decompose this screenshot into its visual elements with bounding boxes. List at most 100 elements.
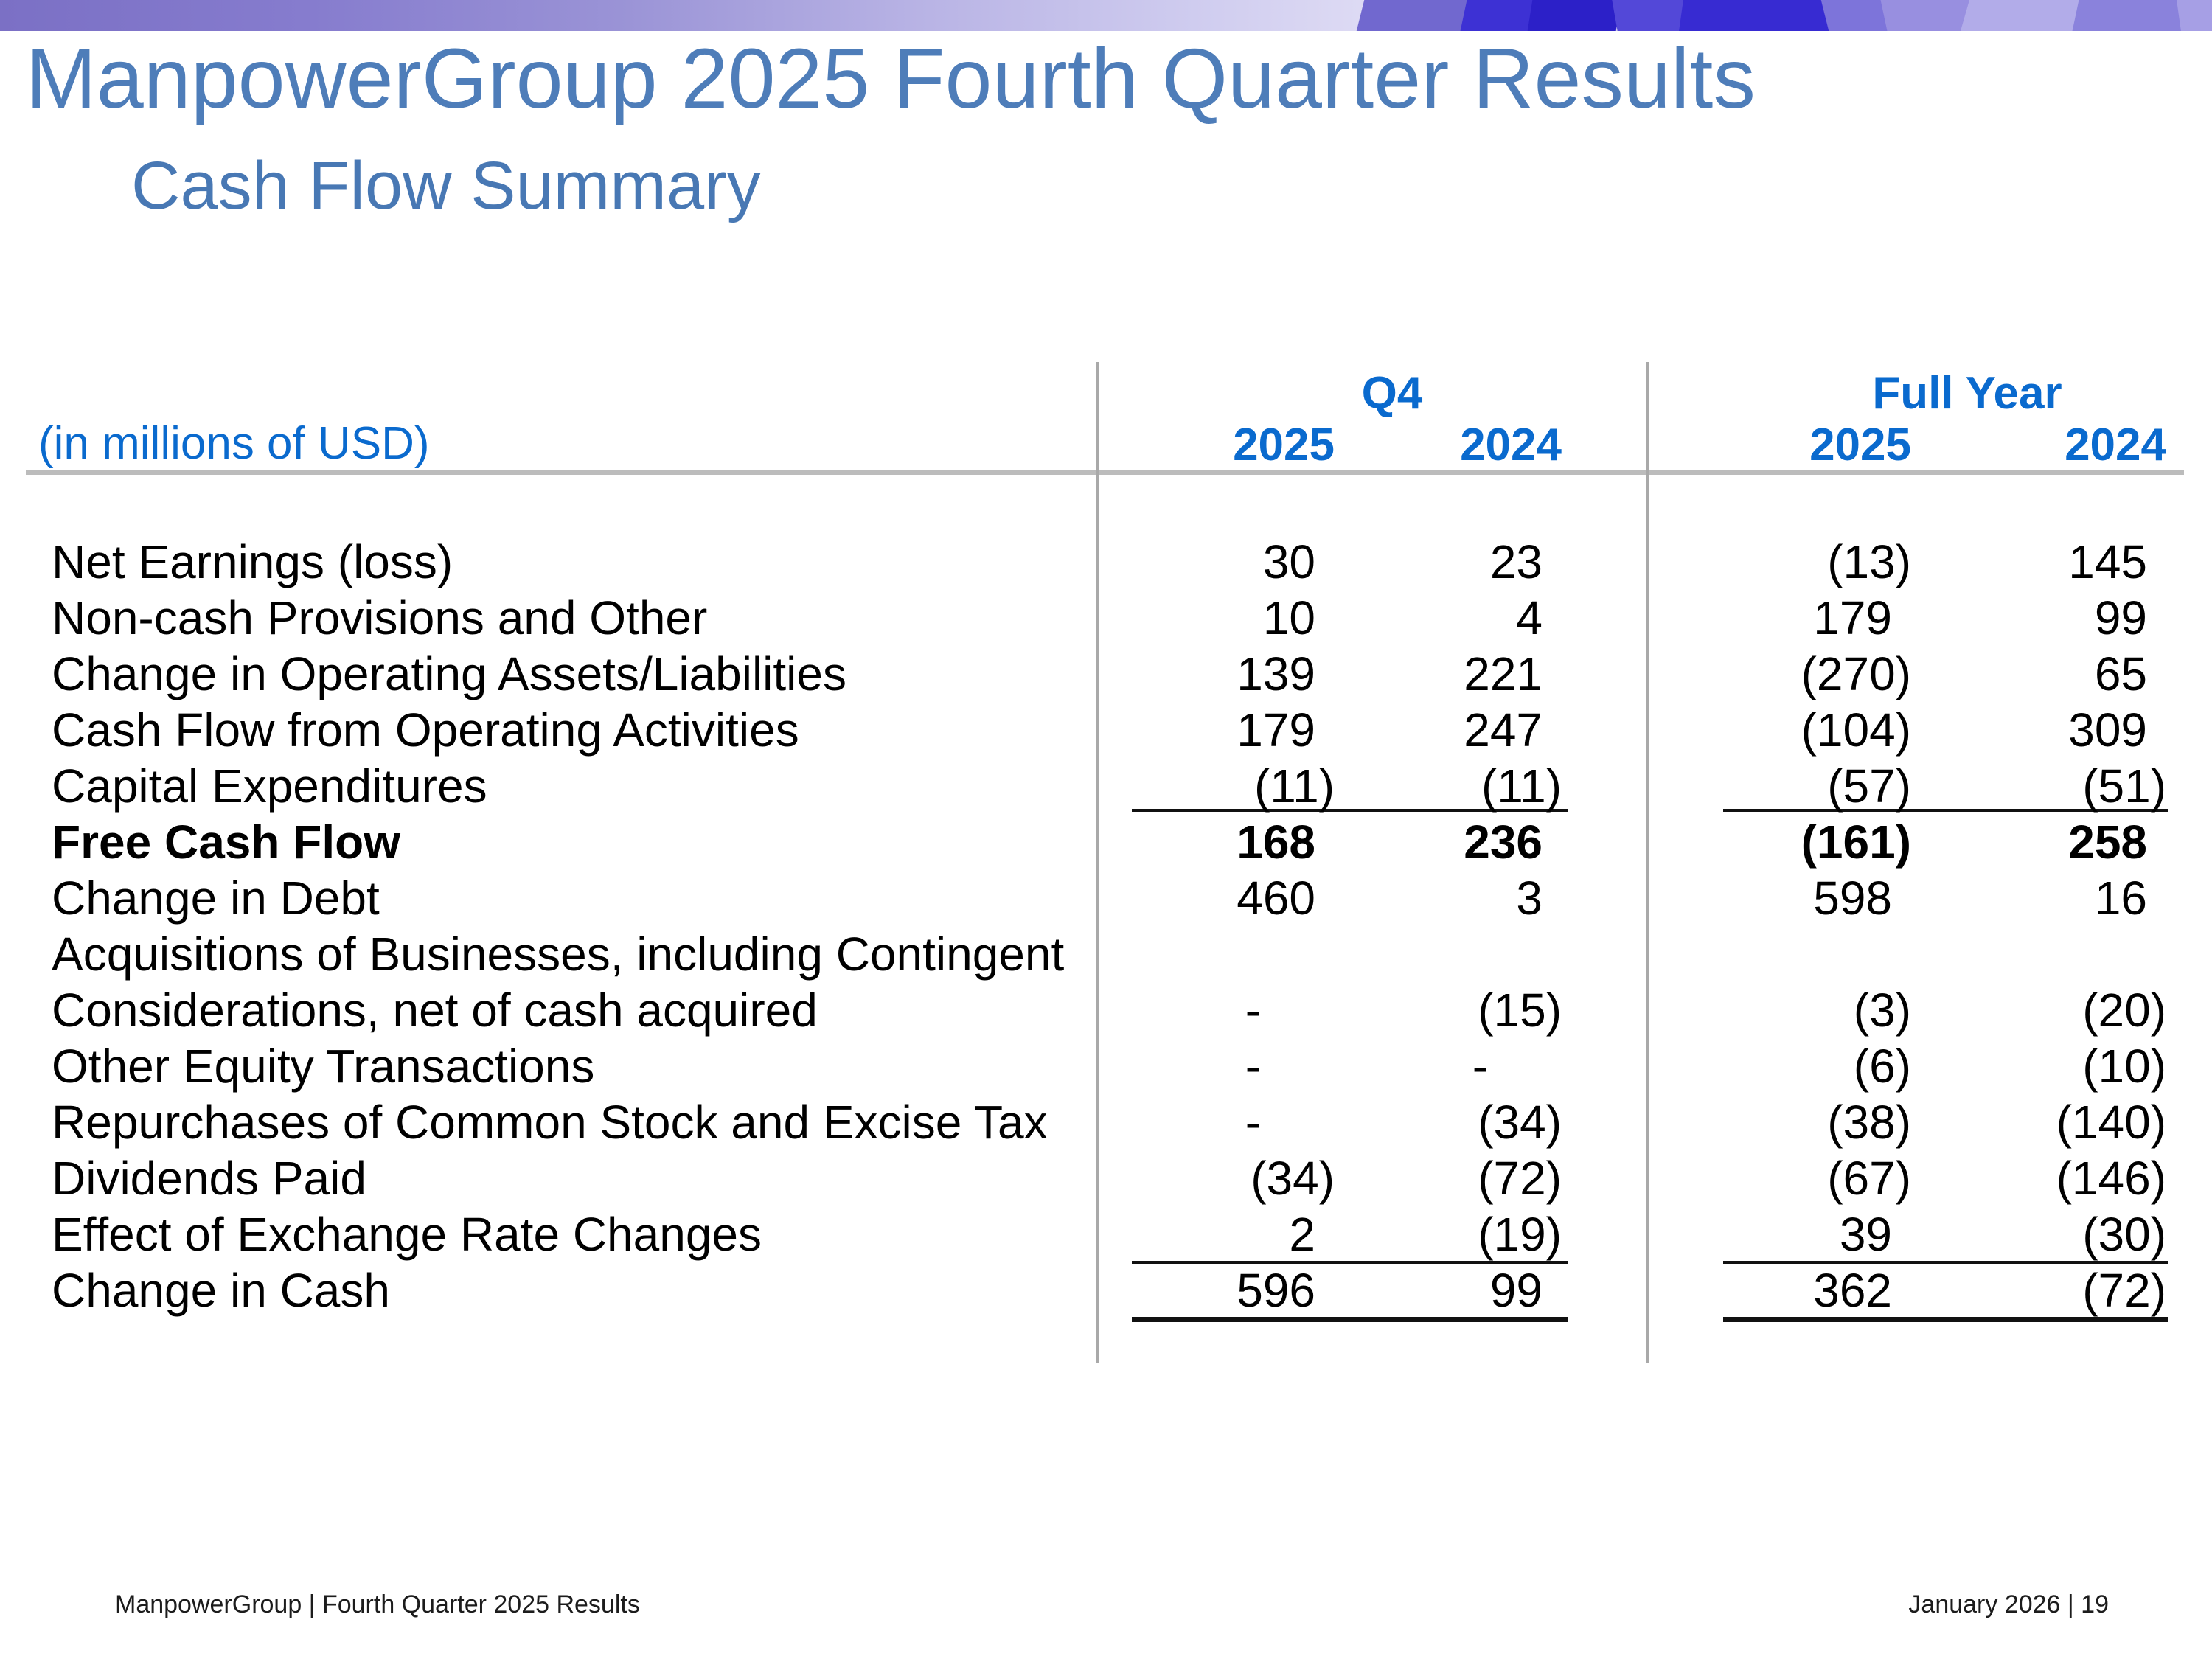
cell-value: (13) bbox=[1827, 535, 1911, 588]
cell-value: 179 bbox=[1813, 591, 1892, 644]
row-label: Cash Flow from Operating Activities bbox=[52, 703, 799, 757]
footer-date-page: January 2026 | 19 bbox=[1908, 1590, 2109, 1618]
cell-value: (6) bbox=[1853, 1040, 1911, 1093]
cell-value: 309 bbox=[2068, 703, 2147, 757]
year-header-q4-2025: 2025 bbox=[1233, 420, 1335, 470]
column-group-full-year: Full Year bbox=[1872, 368, 2062, 419]
row-label: Net Earnings (loss) bbox=[52, 535, 453, 588]
table-row: Change in Operating Assets/Liabilities 13… bbox=[48, 646, 2166, 702]
column-group-q4: Q4 bbox=[1361, 368, 1423, 419]
cell-value: 99 bbox=[2094, 591, 2147, 644]
table-row: Effect of Exchange Rate Changes 2 (19) 39 (3… bbox=[48, 1206, 2166, 1262]
cell-value: 23 bbox=[1489, 535, 1543, 588]
cell-value: (146) bbox=[2056, 1152, 2166, 1205]
cell-value: 65 bbox=[2094, 647, 2147, 700]
cell-value: 221 bbox=[1464, 647, 1543, 700]
cell-value: (11) bbox=[1481, 759, 1562, 813]
cash-flow-table: Net Earnings (loss) 30 23 (13) 145 Non-cash P… bbox=[48, 534, 2166, 1318]
cell-value: (140) bbox=[2056, 1096, 2166, 1149]
year-header-fy-2024: 2024 bbox=[2065, 420, 2166, 470]
table-row: Acquisitions of Businesses, including Co… bbox=[48, 926, 2166, 982]
row-label: Change in Operating Assets/Liabilities bbox=[52, 647, 846, 700]
row-label: Effect of Exchange Rate Changes bbox=[52, 1208, 762, 1261]
cell-value: 145 bbox=[2068, 535, 2147, 588]
year-header-q4-2024: 2024 bbox=[1460, 420, 1562, 470]
cell-value: 258 bbox=[2068, 815, 2147, 869]
cell-value: (51) bbox=[2082, 759, 2166, 813]
cell-value: (11) bbox=[1253, 759, 1335, 813]
cell-value: - bbox=[1245, 1040, 1261, 1093]
row-label: Free Cash Flow bbox=[52, 815, 400, 869]
total-rule bbox=[1132, 1317, 1568, 1322]
table-row: Net Earnings (loss) 30 23 (13) 145 bbox=[48, 534, 2166, 590]
cell-value: 596 bbox=[1237, 1264, 1315, 1317]
cell-value: 460 bbox=[1237, 872, 1315, 925]
cell-value: (34) bbox=[1251, 1152, 1335, 1205]
cell-value: - bbox=[1245, 1096, 1261, 1149]
cell-value: - bbox=[1245, 984, 1261, 1037]
row-label: Capital Expenditures bbox=[52, 759, 487, 813]
subtotal-rule bbox=[1723, 809, 2168, 812]
table-row: Change in Cash 596 99 362 (72) bbox=[48, 1262, 2166, 1318]
cell-value: (19) bbox=[1478, 1208, 1562, 1261]
cell-value: (72) bbox=[1478, 1152, 1562, 1205]
cell-value: 598 bbox=[1813, 872, 1892, 925]
subtotal-rule bbox=[1132, 1261, 1568, 1264]
cell-value: (3) bbox=[1853, 984, 1911, 1037]
table-row: Considerations, net of cash acquired - (15… bbox=[48, 982, 2166, 1038]
cell-value: 16 bbox=[2094, 872, 2147, 925]
footer-deck-title: ManpowerGroup | Fourth Quarter 2025 Resu… bbox=[115, 1590, 640, 1618]
cell-value: 2 bbox=[1289, 1208, 1315, 1261]
total-rule bbox=[1723, 1317, 2168, 1322]
table-row: Repurchases of Common Stock and Excise T… bbox=[48, 1094, 2166, 1150]
row-label: Change in Debt bbox=[52, 872, 380, 925]
cell-value: 139 bbox=[1237, 647, 1315, 700]
cell-value: 30 bbox=[1262, 535, 1315, 588]
cell-value: 362 bbox=[1813, 1264, 1892, 1317]
row-label: Change in Cash bbox=[52, 1264, 390, 1317]
column-divider-left bbox=[1096, 362, 1099, 1363]
cell-value: (72) bbox=[2082, 1264, 2166, 1317]
cell-value: 99 bbox=[1489, 1264, 1543, 1317]
year-header-fy-2025: 2025 bbox=[1809, 420, 1911, 470]
cell-value: (57) bbox=[1827, 759, 1911, 813]
table-row: Non-cash Provisions and Other 10 4 179 99 bbox=[48, 590, 2166, 646]
row-label: Dividends Paid bbox=[52, 1152, 366, 1205]
row-label: Acquisitions of Businesses, including Co… bbox=[52, 928, 1065, 981]
cell-value: (104) bbox=[1801, 703, 1911, 757]
cell-value: (10) bbox=[2082, 1040, 2166, 1093]
table-row: Change in Debt 460 3 598 16 bbox=[48, 870, 2166, 926]
header-banner bbox=[0, 0, 2212, 31]
row-label: Repurchases of Common Stock and Excise T… bbox=[52, 1096, 1048, 1149]
table-row: Free Cash Flow 168 236 (161) 258 bbox=[48, 814, 2166, 870]
table-row: Other Equity Transactions - - (6) (10) bbox=[48, 1038, 2166, 1094]
cell-value: (15) bbox=[1478, 984, 1562, 1037]
table-row: Capital Expenditures (11) (11) (57) (51) bbox=[48, 758, 2166, 814]
cell-value: (34) bbox=[1478, 1096, 1562, 1149]
cell-value: 10 bbox=[1262, 591, 1315, 644]
banner-wedge bbox=[1677, 0, 1843, 31]
cell-value: 179 bbox=[1237, 703, 1315, 757]
banner-wedge bbox=[1526, 0, 1623, 31]
table-row: Dividends Paid (34) (72) (67) (146) bbox=[48, 1150, 2166, 1206]
cell-value: (161) bbox=[1801, 815, 1911, 869]
units-label: (in millions of USD) bbox=[38, 418, 430, 469]
cell-value: (38) bbox=[1827, 1096, 1911, 1149]
row-label: Considerations, net of cash acquired bbox=[52, 984, 818, 1037]
cell-value: 39 bbox=[1839, 1208, 1892, 1261]
cell-value: - bbox=[1472, 1040, 1488, 1093]
spacer-cell bbox=[48, 419, 1084, 471]
cell-value: 236 bbox=[1464, 815, 1543, 869]
cell-value: (67) bbox=[1827, 1152, 1911, 1205]
cell-value: (270) bbox=[1801, 647, 1911, 700]
cell-value: 3 bbox=[1516, 872, 1543, 925]
cell-value: (20) bbox=[2082, 984, 2166, 1037]
table-row: Cash Flow from Operating Activities 179 24… bbox=[48, 702, 2166, 758]
cell-value: (30) bbox=[2082, 1208, 2166, 1261]
cell-value: 4 bbox=[1516, 591, 1543, 644]
row-label: Non-cash Provisions and Other bbox=[52, 591, 708, 644]
slide-subtitle: Cash Flow Summary bbox=[131, 148, 761, 223]
slide-title: ManpowerGroup 2025 Fourth Quarter Result… bbox=[26, 32, 1756, 126]
year-header-row: 2025 2024 2025 2024 bbox=[48, 419, 2166, 471]
cell-value: 247 bbox=[1464, 703, 1543, 757]
